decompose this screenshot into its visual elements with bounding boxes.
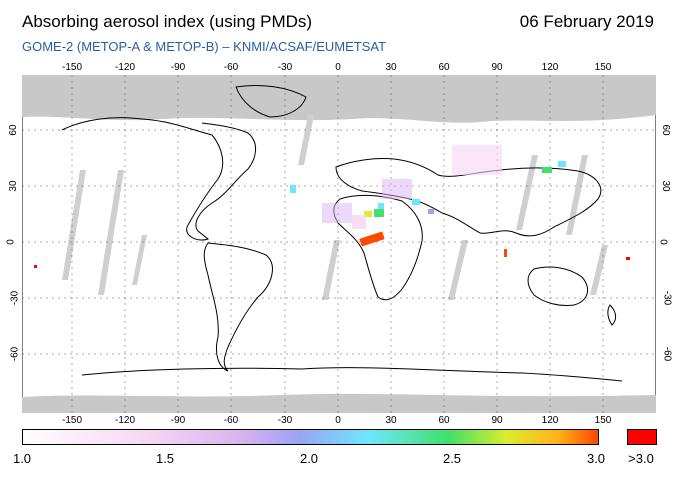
lat-tick-label: 60 xyxy=(660,124,672,136)
lon-tick-label: -150 xyxy=(61,415,83,426)
new-zealand-outline xyxy=(607,304,617,326)
arctic-no-data xyxy=(22,75,656,123)
lon-tick-label: -150 xyxy=(61,62,83,73)
coastlines xyxy=(61,84,623,382)
lon-tick-label: -60 xyxy=(223,415,239,426)
lon-tick-label: 60 xyxy=(438,62,450,73)
colorbar-label: 2.5 xyxy=(442,451,462,466)
lon-tick-label: 0 xyxy=(335,415,341,426)
colorbar-overflow-label: >3.0 xyxy=(628,451,654,466)
lon-tick-label: 90 xyxy=(491,415,503,426)
lon-tick-label: 90 xyxy=(491,62,503,73)
lat-tick-label: -60 xyxy=(661,346,673,362)
antarctic-no-data xyxy=(22,393,656,413)
lon-tick-label: 60 xyxy=(438,415,450,426)
world-aerosol-map xyxy=(22,75,656,413)
lon-tick-label: -120 xyxy=(114,415,136,426)
antarctica-outline xyxy=(81,367,623,382)
lat-tick-label: 30 xyxy=(8,180,20,192)
colorbar-label: 3.0 xyxy=(586,451,606,466)
bottom-longitude-labels: -150 -120 -90 -60 -30 0 30 60 90 120 150 xyxy=(0,415,676,429)
south-america-outline xyxy=(203,242,273,372)
colorbar-label: 1.5 xyxy=(155,451,175,466)
aerosol-hotspots xyxy=(34,145,630,268)
orbit-gap-swaths xyxy=(62,115,608,300)
colorbar-label: 2.0 xyxy=(299,451,319,466)
lat-tick-label: 0 xyxy=(5,239,17,245)
lat-tick-label: 60 xyxy=(8,124,20,136)
lon-tick-label: -90 xyxy=(170,415,186,426)
lon-tick-label: 120 xyxy=(541,62,559,73)
eurasia-outline xyxy=(335,158,602,237)
lon-tick-label: 120 xyxy=(541,415,559,426)
map-subtitle: GOME-2 (METOP-A & METOP-B) – KNMI/ACSAF/… xyxy=(22,39,387,54)
graticule xyxy=(22,75,656,413)
lon-tick-label: -30 xyxy=(277,415,293,426)
africa-outline xyxy=(333,194,423,301)
australia-outline xyxy=(527,266,589,306)
lon-tick-label: 30 xyxy=(385,62,397,73)
lon-tick-label: 30 xyxy=(385,415,397,426)
map-date: 06 February 2019 xyxy=(519,12,654,31)
map-title: Absorbing aerosol index (using PMDs) xyxy=(22,12,313,31)
lat-tick-label: -60 xyxy=(9,346,21,362)
lon-tick-label: -120 xyxy=(114,62,136,73)
colorbar xyxy=(22,429,599,445)
lat-tick-label: 0 xyxy=(657,239,669,245)
lon-tick-label: -90 xyxy=(170,62,186,73)
lon-tick-label: 0 xyxy=(335,62,341,73)
lat-tick-label: -30 xyxy=(9,290,21,306)
colorbar-overflow-swatch xyxy=(627,429,657,445)
lon-tick-label: 150 xyxy=(594,62,612,73)
colorbar-label: 1.0 xyxy=(12,451,32,466)
lon-tick-label: 150 xyxy=(594,415,612,426)
lat-tick-label: 30 xyxy=(660,180,672,192)
greenland-outline xyxy=(235,84,307,118)
lon-tick-label: -30 xyxy=(277,62,293,73)
top-longitude-labels: -150 -120 -90 -60 -30 0 30 60 90 120 150 xyxy=(0,62,676,76)
lon-tick-label: -60 xyxy=(223,62,239,73)
north-america-outline xyxy=(61,117,256,241)
lat-tick-label: -30 xyxy=(661,290,673,306)
